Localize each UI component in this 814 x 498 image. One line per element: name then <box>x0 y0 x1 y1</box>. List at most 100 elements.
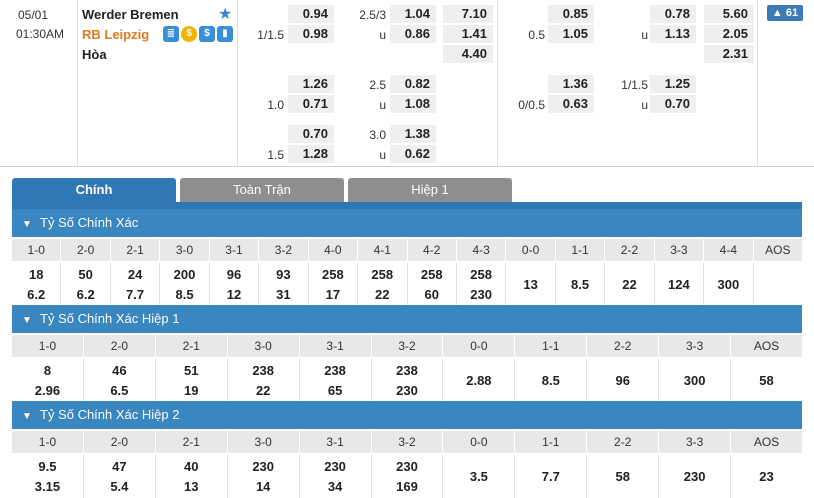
odds-cell[interactable]: 0.94 <box>288 5 334 23</box>
score-odds-cell[interactable]: 22 <box>605 263 655 306</box>
score-odds-cell[interactable]: 93 31 <box>259 263 309 306</box>
section-header-correct-score-h1[interactable]: ▼ Tỷ Số Chính Xác Hiệp 1 <box>12 305 802 333</box>
odds-cell[interactable]: 1.38 <box>390 125 436 143</box>
score-odds-cell[interactable]: 124 <box>655 263 705 306</box>
score-odds-cell[interactable]: 230 34 <box>300 455 372 498</box>
odds-cell[interactable]: 5.60 <box>704 5 754 23</box>
odds-cell[interactable]: 0.86 <box>390 25 436 43</box>
score-odds-cell[interactable]: 96 <box>587 359 660 402</box>
more-markets-badge[interactable]: ▲ 61 <box>767 5 803 21</box>
odds-value-top: 230 <box>252 458 275 474</box>
bar-chart-icon[interactable]: ▮ <box>217 26 233 42</box>
score-odds-cell[interactable]: 58 <box>587 455 660 498</box>
odds-cell[interactable]: 1.36 <box>548 75 594 93</box>
odds-value-top: 230 <box>396 458 418 474</box>
score-odds-cell[interactable]: 8.5 <box>515 359 588 402</box>
score-odds-cell[interactable]: 46 6.5 <box>84 359 156 402</box>
score-odds-cell[interactable]: 8.5 <box>556 263 606 306</box>
dollar-icon[interactable]: $ <box>199 26 215 42</box>
score-odds-cell[interactable]: 258 22 <box>358 263 408 306</box>
tab-first-half[interactable]: Hiệp 1 <box>348 178 512 202</box>
score-odds-row: 9.5 3.15 47 5.4 40 13 230 14 230 34 230 169 3.5 7.7 58… <box>12 455 802 498</box>
score-odds-cell[interactable]: 18 6.2 <box>12 263 62 306</box>
odds-value-bottom: 7.7 <box>126 286 145 302</box>
odds-value-bottom: 34 <box>327 478 343 494</box>
odds-value-top: 258 <box>371 266 394 282</box>
score-odds-cell[interactable]: 7.7 <box>515 455 588 498</box>
odds-cell[interactable]: 1.41 <box>443 25 493 43</box>
odds-value-top: 238 <box>252 362 275 378</box>
home-team[interactable]: Werder Bremen <box>82 7 179 22</box>
ou-line: 3.0 <box>369 128 386 142</box>
score-odds-cell[interactable]: 8 2.96 <box>12 359 84 402</box>
score-odds-cell[interactable]: 24 7.7 <box>111 263 161 306</box>
score-header-cell: 2-1 <box>156 335 228 357</box>
odds-value-top: 8.5 <box>570 276 590 292</box>
score-odds-cell[interactable]: 13 <box>506 263 556 306</box>
score-odds-cell[interactable]: 23 <box>731 455 802 498</box>
odds-value-bottom: 5.4 <box>110 478 129 494</box>
odds-cell[interactable]: 0.71 <box>288 95 334 113</box>
odds-cell[interactable]: 1.28 <box>288 145 334 163</box>
coin-icon[interactable]: $ <box>181 26 197 42</box>
odds-cell[interactable]: 4.40 <box>443 45 493 63</box>
section-header-correct-score-h2[interactable]: ▼ Tỷ Số Chính Xác Hiệp 2 <box>12 401 802 429</box>
away-team[interactable]: RB Leipzig <box>82 27 150 42</box>
odds-cell[interactable]: 2.31 <box>704 45 754 63</box>
score-odds-cell[interactable]: 238 22 <box>228 359 300 402</box>
odds-value-top: 58 <box>615 468 630 484</box>
odds-cell[interactable]: 0.63 <box>548 95 594 113</box>
score-odds-cell[interactable]: 96 12 <box>210 263 260 306</box>
score-odds-cell[interactable]: 50 6.2 <box>61 263 111 306</box>
odds-cell[interactable]: 1.13 <box>650 25 696 43</box>
layers-icon[interactable]: ≣ <box>163 26 179 42</box>
score-odds-cell[interactable]: 230 <box>659 455 732 498</box>
score-header-cell: 3-2 <box>372 431 444 453</box>
score-odds-cell[interactable]: 300 <box>659 359 732 402</box>
odds-cell[interactable]: 0.70 <box>650 95 696 113</box>
score-odds-cell[interactable] <box>754 263 802 306</box>
odds-value-bottom: 6.5 <box>110 382 129 398</box>
score-odds-cell[interactable]: 300 <box>704 263 754 306</box>
odds-cell[interactable]: 1.08 <box>390 95 436 113</box>
score-odds-cell[interactable]: 51 19 <box>156 359 228 402</box>
score-odds-cell[interactable]: 230 14 <box>228 455 300 498</box>
odds-value-bottom: 6.2 <box>76 286 95 302</box>
score-odds-cell[interactable]: 238 230 <box>372 359 444 402</box>
score-odds-cell[interactable]: 58 <box>731 359 802 402</box>
section-header-correct-score[interactable]: ▼ Tỷ Số Chính Xác <box>12 209 802 237</box>
odds-cell[interactable]: 0.70 <box>288 125 334 143</box>
score-odds-cell[interactable]: 40 13 <box>156 455 228 498</box>
score-odds-cell[interactable]: 2.88 <box>443 359 516 402</box>
odds-value-top: 18 <box>28 266 44 282</box>
tab-full-match[interactable]: Toàn Trận <box>180 178 344 202</box>
odds-cell[interactable]: 7.10 <box>443 5 493 23</box>
favorite-star-icon[interactable]: ★ <box>218 6 233 23</box>
score-odds-cell[interactable]: 3.5 <box>443 455 516 498</box>
odds-cell[interactable]: 2.05 <box>704 25 754 43</box>
odds-cell[interactable]: 1.05 <box>548 25 594 43</box>
odds-cell[interactable]: 0.85 <box>548 5 594 23</box>
score-odds-cell[interactable]: 238 65 <box>300 359 372 402</box>
tab-main[interactable]: Chính <box>12 178 176 202</box>
odds-cell[interactable]: 1.25 <box>650 75 696 93</box>
score-odds-cell[interactable]: 47 5.4 <box>84 455 156 498</box>
score-odds-cell[interactable]: 258 230 <box>457 263 507 306</box>
odds-cell[interactable]: 1.26 <box>288 75 334 93</box>
score-header-cell: AOS <box>753 339 780 353</box>
score-header-cell: 3-0 <box>160 239 210 261</box>
score-header-cell: 1-0 <box>12 431 84 453</box>
odds-cell[interactable]: 0.78 <box>650 5 696 23</box>
odds-cell[interactable]: 1.04 <box>390 5 436 23</box>
score-odds-cell[interactable]: 258 17 <box>309 263 359 306</box>
score-odds-cell[interactable]: 200 8.5 <box>160 263 210 306</box>
odds-value-bottom: 14 <box>255 478 271 494</box>
odds-cell[interactable]: 0.62 <box>390 145 436 163</box>
score-odds-cell[interactable]: 258 60 <box>408 263 457 306</box>
odds-value-top: 238 <box>324 362 346 378</box>
score-odds-cell[interactable]: 230 169 <box>372 455 444 498</box>
odds-value-top: 300 <box>683 372 706 388</box>
odds-cell[interactable]: 0.82 <box>390 75 436 93</box>
odds-cell[interactable]: 0.98 <box>288 25 334 43</box>
score-odds-cell[interactable]: 9.5 3.15 <box>12 455 84 498</box>
